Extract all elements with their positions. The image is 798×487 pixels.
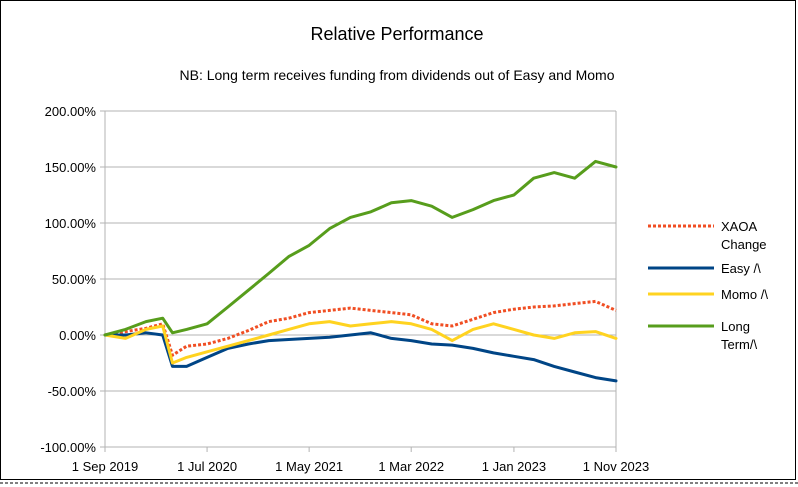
x-tick-label: 1 Sep 2019 bbox=[72, 459, 139, 474]
legend-label: Change bbox=[721, 237, 767, 252]
y-tick-label: 200.00% bbox=[45, 104, 97, 119]
axes bbox=[100, 110, 617, 452]
series-line-0 bbox=[104, 299, 617, 357]
legend-label: Term/\ bbox=[721, 337, 758, 352]
y-tick-label: 0.00% bbox=[59, 328, 96, 343]
y-tick-label: 50.00% bbox=[52, 272, 97, 287]
y-tick-label: 100.00% bbox=[45, 216, 97, 231]
series-lines bbox=[103, 159, 618, 383]
x-tick-label: 1 Nov 2023 bbox=[583, 459, 650, 474]
legend-label: Easy /\ bbox=[721, 261, 761, 276]
series-line-1 bbox=[103, 331, 618, 383]
series-line-2 bbox=[103, 320, 618, 365]
legend-label: Long bbox=[721, 319, 750, 334]
legend-label: Momo /\ bbox=[721, 287, 768, 302]
series-line-3 bbox=[103, 159, 618, 337]
x-tick-label: 1 Mar 2022 bbox=[378, 459, 444, 474]
x-tick-labels: 1 Sep 2019 1 Jul 2020 1 May 2021 1 Mar 2022… bbox=[72, 459, 650, 474]
y-tick-labels: 200.00% 150.00% 100.00% 50.00% 0.00% -50.00% -… bbox=[40, 104, 96, 455]
chart-subtitle: NB: Long term receives funding from divi… bbox=[180, 67, 615, 83]
x-tick-label: 1 Jul 2020 bbox=[177, 459, 237, 474]
grid-lines bbox=[105, 110, 616, 448]
chart-title: Relative Performance bbox=[310, 24, 483, 44]
y-tick-label: -100.00% bbox=[40, 440, 96, 455]
x-tick-label: 1 May 2021 bbox=[275, 459, 343, 474]
x-tick-label: 1 Jan 2023 bbox=[482, 459, 546, 474]
y-tick-label: 150.00% bbox=[45, 160, 97, 175]
y-tick-label: -50.00% bbox=[48, 384, 97, 399]
legend: XAOA Change Easy /\ Momo /\ Long Term/\ bbox=[648, 219, 768, 352]
bottom-strip bbox=[0, 481, 798, 487]
legend-label: XAOA bbox=[721, 219, 757, 234]
